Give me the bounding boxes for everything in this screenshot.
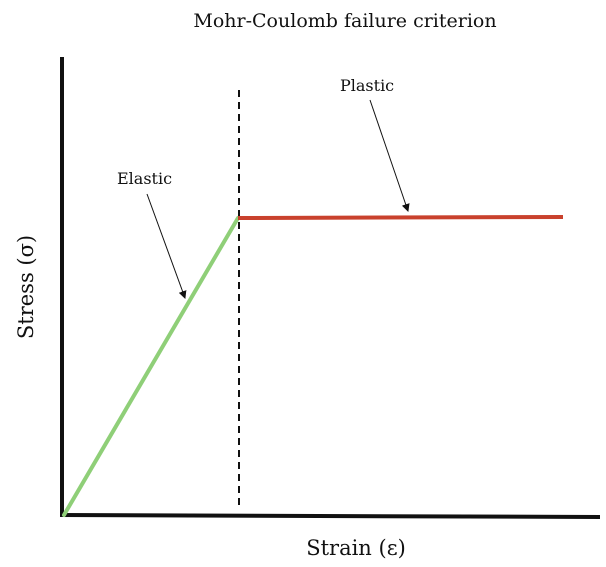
elastic-line	[62, 216, 240, 517]
y-axis-label: Stress (σ)	[14, 234, 38, 340]
x-axis-label: Strain (ε)	[306, 536, 406, 560]
elastic-label: Elastic	[117, 169, 173, 188]
plastic-line	[237, 215, 564, 220]
x-axis	[59, 513, 601, 519]
elastic-pointer-arrow	[146, 193, 187, 299]
plastic-label: Plastic	[340, 76, 395, 95]
plastic-pointer-arrow	[369, 99, 410, 212]
diagram-title: Mohr-Coulomb failure criterion	[193, 10, 497, 32]
